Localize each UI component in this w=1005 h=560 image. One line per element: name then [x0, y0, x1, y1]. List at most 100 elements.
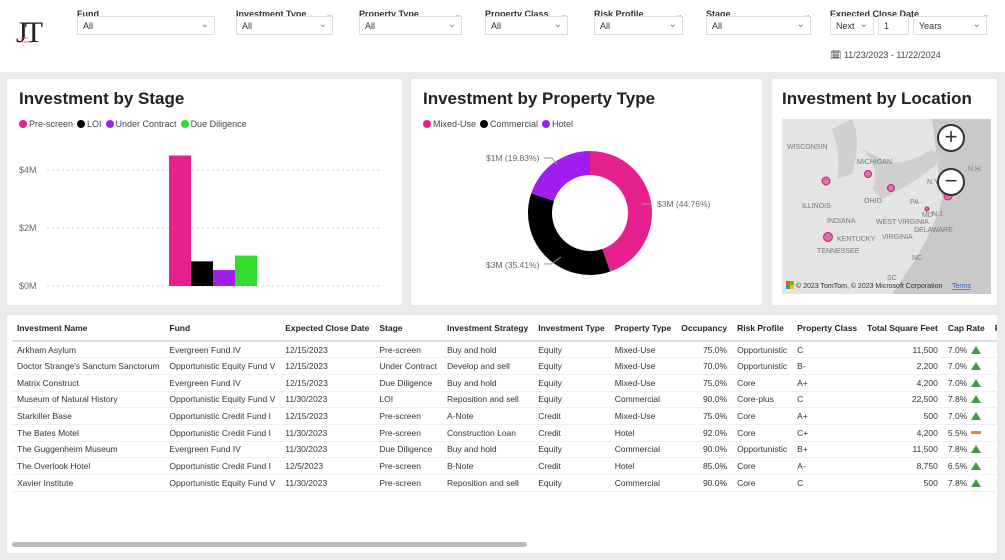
table-row[interactable]: The Guggenheim Museum Evergreen Fund IV 11… — [12, 441, 997, 459]
filter-dropdown[interactable]: All ⌄ — [485, 16, 568, 35]
table-row[interactable]: Xavier Institute Opportunistic Equity Fun… — [12, 474, 997, 492]
map-state-label: WISCONSIN — [787, 144, 827, 151]
table-cell: Commercial — [609, 474, 677, 492]
chevron-down-icon[interactable]: ⌄ — [803, 9, 811, 19]
table-cell: Mixed-Use — [609, 341, 677, 359]
donut-slice-mixed-use[interactable] — [590, 151, 652, 272]
legend-dot-icon — [180, 120, 189, 128]
map[interactable]: WISCONSIN MICHIGAN N.Y. ILLINOIS OHIO PA INDIA… — [782, 119, 991, 294]
column-header[interactable]: Occupancy — [676, 315, 733, 342]
legend-dot-icon — [77, 120, 86, 128]
chevron-down-icon[interactable]: ⌄ — [675, 9, 683, 19]
table-cell: Pre-screen — [374, 457, 442, 475]
bar-due-diligence[interactable] — [235, 255, 257, 286]
map-state-label: KENTUCKY — [837, 236, 875, 243]
terms-link[interactable]: Terms — [952, 283, 972, 290]
column-header[interactable]: Stage — [374, 315, 442, 342]
legend-item[interactable]: Pre-screen — [19, 119, 73, 129]
horizontal-scrollbar[interactable] — [12, 542, 527, 547]
column-header[interactable]: Property Type — [609, 315, 677, 342]
table-cell: 70.0% — [676, 357, 733, 375]
table-row[interactable]: Starkiller Base Opportunistic Credit Fund… — [12, 407, 997, 425]
cell-text: Xavier Institute — [17, 477, 74, 488]
legend-item[interactable]: Mixed-Use — [423, 119, 476, 129]
table-row[interactable]: The Bates Motel Opportunistic Credit Fund… — [12, 424, 997, 442]
table-row[interactable]: Arkham Asylum Evergreen Fund IV 12/15/2023… — [12, 341, 997, 359]
table-cell: 90.0% — [676, 441, 733, 459]
legend-item[interactable]: Commercial — [480, 119, 538, 129]
cell-text: The Guggenheim Museum — [17, 444, 118, 455]
column-header[interactable]: Purchase Pric — [989, 315, 997, 342]
table-cell: Opportunistic Equity Fund V — [164, 357, 281, 375]
table-cell: Commercial — [609, 391, 677, 409]
table-row[interactable]: Doctor Strange's Sanctum Sanctorum Opport… — [12, 357, 997, 375]
date-unit-select[interactable]: Years ⌄ — [913, 16, 987, 35]
column-header[interactable]: Cap Rate — [942, 315, 990, 342]
filter-value: All — [712, 21, 723, 31]
cell-text: Buy and hold — [447, 344, 497, 355]
cell-text: Due Diligence — [379, 444, 433, 455]
legend-item[interactable]: Under Contract — [105, 119, 177, 129]
column-header[interactable]: Fund — [164, 315, 281, 342]
table-cell: Mixed-Use — [609, 357, 677, 375]
cell-text: Core — [737, 411, 756, 422]
leader-line — [544, 157, 558, 166]
filter-dropdown[interactable]: All ⌄ — [359, 16, 462, 35]
filter-label: Fund — [77, 9, 99, 19]
filter-dropdown[interactable]: All ⌄ — [236, 16, 333, 35]
bar-loi[interactable] — [191, 261, 213, 286]
table-cell: Pre-screen — [374, 424, 442, 442]
bar-under-contract[interactable] — [213, 270, 235, 286]
map-state-label: INDIANA — [827, 218, 856, 225]
chevron-down-icon: ⌄ — [859, 19, 868, 30]
chevron-down-icon[interactable]: ⌄ — [325, 9, 333, 19]
legend-item[interactable]: Hotel — [542, 119, 573, 129]
chevron-down-icon[interactable]: ⌄ — [454, 9, 462, 19]
zoom-out-button[interactable]: − — [937, 168, 965, 196]
table-cell: $3,000,00 — [989, 357, 997, 375]
column-header[interactable]: Total Square Feet — [862, 315, 943, 342]
cell-text: 8,750 — [916, 461, 938, 472]
table-cell: A-Note — [442, 407, 534, 425]
table-row[interactable]: Matrix Construct Evergreen Fund IV 12/15/2… — [12, 374, 997, 392]
cell-text: 6.5% — [947, 461, 968, 472]
bar-pre-screen[interactable] — [169, 155, 191, 287]
donut-slice-hotel[interactable] — [531, 151, 590, 201]
filter-dropdown[interactable]: All ⌄ — [594, 16, 683, 35]
column-header[interactable]: Expected Close Date — [280, 315, 375, 342]
table-row[interactable]: Museum of Natural History Opportunistic E… — [12, 391, 997, 409]
column-header[interactable]: Investment Type — [533, 315, 610, 342]
cell-text: 12/15/2023 — [285, 344, 328, 355]
filter-dropdown[interactable]: All ⌄ — [77, 16, 215, 35]
zoom-in-button[interactable]: + — [937, 124, 965, 152]
cell-text: Evergreen Fund IV — [169, 444, 241, 455]
legend-dot-icon — [423, 120, 431, 128]
table-cell: Credit — [533, 424, 610, 442]
cell-text: C+ — [797, 427, 809, 438]
table-cell: Core — [732, 424, 793, 442]
chevron-down-icon[interactable]: ⌄ — [982, 9, 990, 19]
map-state-label: OHIO — [864, 198, 882, 205]
table-cell: Mixed-Use — [609, 374, 677, 392]
cell-text: C — [797, 394, 804, 405]
cell-text: 4,200 — [916, 427, 938, 438]
legend-item[interactable]: LOI — [77, 119, 102, 129]
cell-text: Equity — [538, 377, 562, 388]
date-mode-select[interactable]: Next ⌄ — [830, 16, 874, 35]
date-count-input[interactable]: 1 — [878, 16, 909, 35]
column-header[interactable]: Investment Name — [12, 315, 165, 342]
column-header[interactable]: Risk Profile — [732, 315, 793, 342]
column-header[interactable]: Investment Strategy — [442, 315, 534, 342]
chevron-down-icon[interactable]: ⌄ — [560, 9, 568, 19]
table-cell: 85.0% — [676, 457, 733, 475]
cell-text: Due Diligence — [379, 377, 433, 388]
table-cell: B- — [792, 357, 863, 375]
filter-dropdown[interactable]: All ⌄ — [706, 16, 811, 35]
donut-slice-commercial[interactable] — [528, 193, 611, 275]
column-header[interactable]: Property Class — [792, 315, 863, 342]
bar-chart: $4M $2M $0M — [19, 155, 382, 291]
table-cell: Develop and sell — [442, 357, 534, 375]
table-cell: Evergreen Fund IV — [164, 441, 281, 459]
legend-item[interactable]: Due Diligence — [180, 119, 247, 129]
table-row[interactable]: The Overlook Hotel Opportunistic Credit F… — [12, 457, 997, 475]
